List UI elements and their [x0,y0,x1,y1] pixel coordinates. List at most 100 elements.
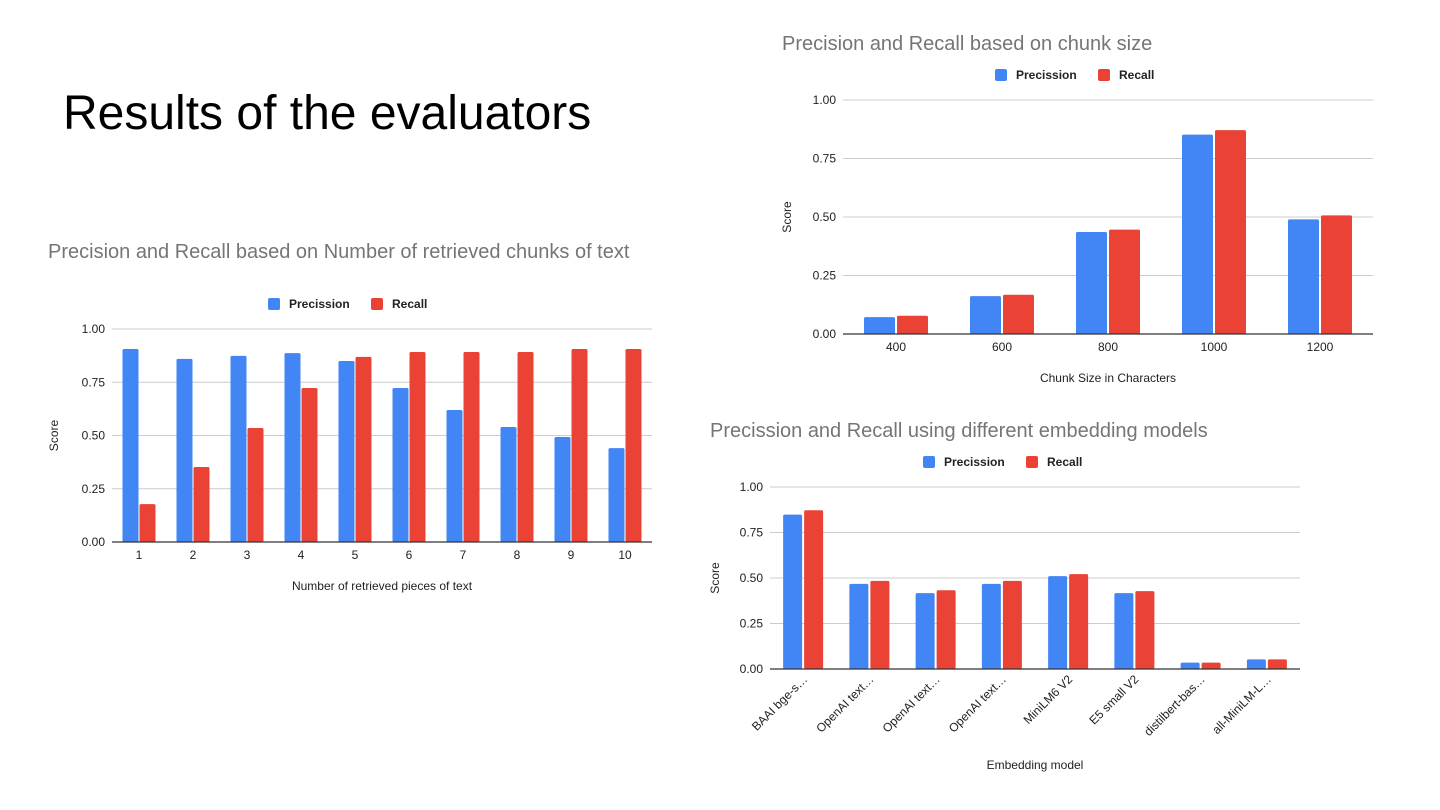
chart-1-bar-precision [392,388,409,542]
chart-2-bar-precision [1182,134,1213,334]
chart-2-y-tick-label: 0.25 [813,269,837,283]
chart-3-x-tick-label: distilbert-bas… [1141,672,1207,738]
chart-2-bar-recall [897,315,928,334]
chart-1-bar-precision [554,436,571,542]
chart-1-y-tick-label: 0.75 [82,375,106,389]
chart-2-bar-precision [864,317,895,334]
chart-1-legend-swatch-recall [371,298,383,310]
chart-2-bar-precision [970,296,1001,334]
chart-3-bar-recall [1002,580,1022,669]
chart-1-bar-recall [463,352,480,542]
chart-3-bar-precision [981,583,1001,669]
chart-3-bar-recall [1069,574,1089,669]
chart-2-title: Precision and Recall based on chunk size [782,33,1153,55]
chart-1-y-tick-label: 0.50 [82,429,106,443]
chart-1-bar-recall [193,467,210,542]
chart-1-x-axis-label: Number of retrieved pieces of text [292,579,473,593]
chart-1-x-tick-label: 1 [136,548,143,562]
chart-3-y-tick-label: 0.00 [740,662,764,676]
chart-1-bar-recall [301,388,318,542]
chart-2-x-tick-label: 800 [1098,340,1118,354]
chart-2-bar-recall [1003,294,1034,334]
chart-1-y-axis-label: Score [47,420,61,452]
chart-3-x-tick-label: all-MiniLM-L… [1209,672,1274,737]
chart-1-bar-recall [517,352,534,542]
chart-3-bar-precision [1048,576,1068,669]
chart-2-y-axis-label: Score [780,201,794,233]
chart-3-x-tick-label: BAAI bge-s… [749,672,810,733]
chart-3-legend-label-precision: Precission [944,455,1005,469]
chart-1-bar-precision [230,355,247,542]
chart-3-bar-precision [915,593,935,669]
chart-3-bar-recall [936,590,956,669]
chart-2-bar-recall [1215,130,1246,334]
chart-2-y-tick-label: 0.00 [813,327,837,341]
chart-3-bar-precision [783,514,803,669]
chart-3-bar-precision [1114,593,1134,669]
chart-3-y-tick-label: 0.50 [740,571,764,585]
chart-1-x-tick-label: 9 [568,548,575,562]
chart-3-y-tick-label: 1.00 [740,480,764,494]
chart-1-y-tick-label: 0.00 [82,535,106,549]
chart-2-legend-swatch-recall [1098,69,1110,81]
chart-1-x-tick-label: 5 [352,548,359,562]
chart-2-legend-label-recall: Recall [1119,68,1154,82]
chart-1-legend-swatch-precision [268,298,280,310]
chart-1-title: Precision and Recall based on Number of … [48,241,630,263]
chart-3-bar-recall [804,510,824,669]
chart-2-bar-recall [1109,229,1140,334]
chart-2-x-tick-label: 400 [886,340,906,354]
chart-2-legend-label-precision: Precission [1016,68,1077,82]
chart-1-y-tick-label: 0.25 [82,482,106,496]
chart-2-x-tick-label: 600 [992,340,1012,354]
chart-3-y-tick-label: 0.25 [740,617,764,631]
chart-1-bar-precision [500,426,517,542]
chart-3-legend-swatch-recall [1026,456,1038,468]
chart-3-bar-recall [1135,591,1155,669]
chart-3-bar-recall [870,580,890,669]
chart-2-bar-recall [1321,215,1352,334]
chart-1-x-tick-label: 4 [298,548,305,562]
chart-1-bar-recall [409,352,426,542]
chart-2-y-tick-label: 0.75 [813,152,837,166]
chart-1-bar-precision [338,360,355,542]
chart-1-x-tick-label: 8 [514,548,521,562]
chart-1-x-tick-label: 10 [618,548,632,562]
chart-1-bar-precision [608,448,625,542]
chart-3-y-tick-label: 0.75 [740,526,764,540]
chart-1-legend-label-precision: Precission [289,297,350,311]
chart-3-title: Precission and Recall using different em… [710,420,1208,442]
chart-2-x-tick-label: 1000 [1201,340,1228,354]
chart-3-x-tick-label: OpenAI text… [813,672,876,735]
chart-3-bar-precision [849,583,869,669]
chart-2-bar-precision [1076,231,1107,334]
chart-3-bar-recall [1201,662,1221,669]
chart-1-bar-precision [284,353,301,542]
chart-1-bar-precision [122,349,139,542]
chart-1-legend-label-recall: Recall [392,297,427,311]
chart-1-bar-recall [247,428,264,542]
chart-3-legend-label-recall: Recall [1047,455,1082,469]
chart-3-x-axis-label: Embedding model [987,758,1084,772]
chart-3-x-tick-label: MiniLM6 V2 [1021,672,1076,727]
chart-1-bar-precision [176,358,193,542]
chart-1-y-tick-label: 1.00 [82,322,106,336]
chart-2-legend-swatch-precision [995,69,1007,81]
chart-1-x-tick-label: 2 [190,548,197,562]
chart-3-bar-precision [1180,662,1200,669]
chart-3-bar-recall [1267,659,1287,669]
chart-1-bar-recall [355,356,372,542]
chart-3-legend-swatch-precision [923,456,935,468]
chart-1-x-tick-label: 7 [460,548,467,562]
chart-1-bar-recall [625,349,642,542]
chart-3-bar-precision [1246,659,1266,669]
chart-2-x-axis-label: Chunk Size in Characters [1040,371,1176,385]
chart-3-x-tick-label: E5 small V2 [1086,672,1141,727]
chart-1-x-tick-label: 6 [406,548,413,562]
chart-1-bar-recall [139,504,156,542]
chart-2-bar-precision [1288,219,1319,334]
chart-2-x-tick-label: 1200 [1307,340,1334,354]
chart-3-x-tick-label: OpenAI text… [946,672,1009,735]
chart-3-y-axis-label: Score [708,562,722,594]
